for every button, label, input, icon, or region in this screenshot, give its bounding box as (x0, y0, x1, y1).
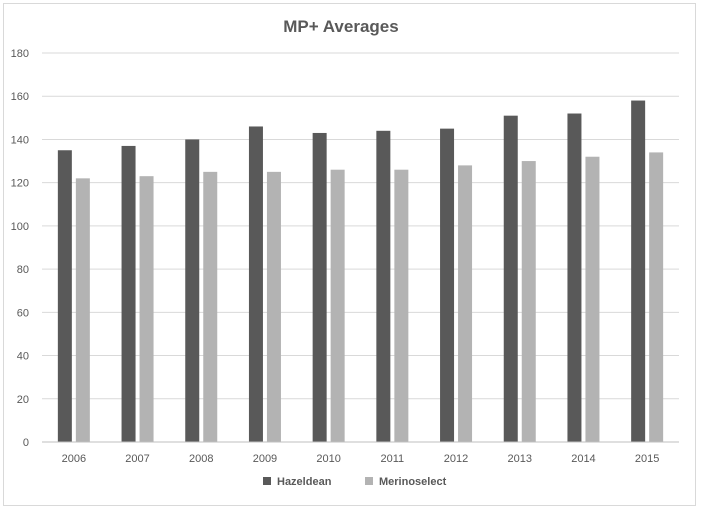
y-tick-label: 40 (17, 351, 29, 363)
x-tick-label: 2007 (125, 453, 149, 465)
bar-hazeldean-2015 (631, 100, 646, 443)
legend-label-hazeldean: Hazeldean (277, 476, 332, 488)
x-tick-label: 2009 (253, 453, 277, 465)
y-tick-label: 100 (11, 221, 29, 233)
bar-hazeldean-2010 (312, 132, 327, 442)
bar-merinoselect-2015 (649, 152, 664, 442)
bar-merinoselect-2006 (75, 178, 90, 442)
bar-merinoselect-2010 (330, 169, 345, 442)
bar-merinoselect-2014 (585, 156, 600, 442)
y-tick-label: 180 (11, 48, 29, 60)
bars (57, 100, 664, 443)
gridlines (42, 52, 679, 400)
y-tick-label: 80 (17, 264, 29, 276)
bar-merinoselect-2007 (139, 176, 154, 442)
y-axis-ticks: 0 20 40 60 80 100 120 140 160 180 (11, 48, 29, 449)
bar-hazeldean-2013 (503, 115, 518, 442)
x-axis-ticks: 2006 2007 2008 2009 2010 2011 2012 2013 2014 2015 (62, 453, 660, 465)
bar-merinoselect-2013 (521, 161, 536, 443)
y-tick-label: 60 (17, 307, 29, 319)
x-tick-label: 2010 (316, 453, 340, 465)
bar-merinoselect-2009 (266, 171, 281, 442)
y-tick-label: 0 (23, 437, 29, 449)
x-tick-label: 2015 (635, 453, 659, 465)
y-tick-label: 120 (11, 178, 29, 190)
bar-hazeldean-2007 (121, 145, 136, 442)
y-tick-label: 160 (11, 91, 29, 103)
x-tick-label: 2014 (571, 453, 595, 465)
y-tick-label: 20 (17, 394, 29, 406)
bar-merinoselect-2012 (458, 165, 473, 442)
bar-merinoselect-2008 (203, 171, 218, 442)
bar-hazeldean-2012 (440, 128, 455, 442)
legend-swatch-hazeldean (263, 477, 271, 485)
x-tick-label: 2012 (444, 453, 468, 465)
y-tick-label: 140 (11, 134, 29, 146)
chart-title: MP+ Averages (283, 17, 398, 36)
bar-merinoselect-2011 (394, 169, 409, 442)
bar-hazeldean-2009 (248, 126, 263, 442)
bar-hazeldean-2014 (567, 113, 582, 442)
x-tick-label: 2013 (508, 453, 532, 465)
bar-hazeldean-2008 (185, 139, 200, 442)
bar-hazeldean-2011 (376, 130, 391, 443)
legend-swatch-merinoselect (365, 477, 373, 485)
legend: Hazeldean Merinoselect (263, 476, 447, 488)
legend-label-merinoselect: Merinoselect (379, 476, 447, 488)
bar-hazeldean-2006 (57, 150, 72, 442)
x-tick-label: 2006 (62, 453, 86, 465)
x-tick-label: 2011 (381, 453, 405, 465)
x-tick-label: 2008 (189, 453, 213, 465)
